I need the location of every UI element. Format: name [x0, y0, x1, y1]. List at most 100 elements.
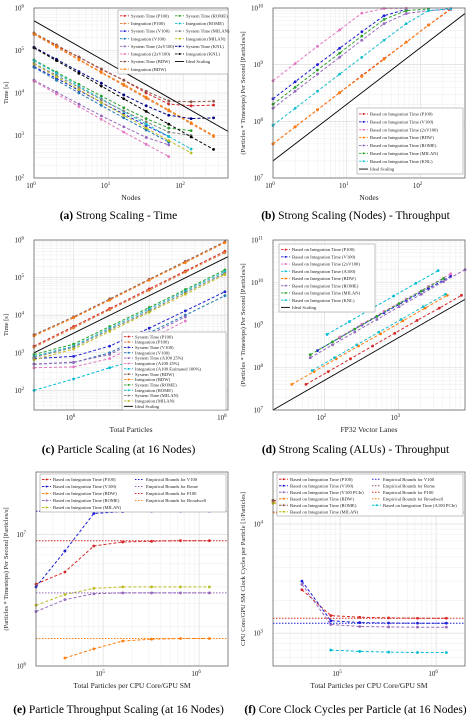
chart-panel-c: 106 108 102 103 104 105 106 Total Particles Time…: [0, 232, 237, 464]
legend-item: System Time (V100): [120, 29, 170, 34]
series-line: [33, 33, 214, 136]
data-point: [108, 308, 112, 312]
y-axis-label: Time [s]: [3, 82, 10, 104]
legend-item: Integration (BDW): [120, 67, 167, 72]
legend-label: Based on Integration Time (MILAN): [292, 291, 361, 296]
legend-label: Based on Integration Time (BDW): [370, 135, 434, 140]
data-point: [414, 281, 418, 285]
data-point: [300, 579, 304, 583]
data-point: [308, 353, 312, 357]
y-tick-label: 107: [254, 175, 264, 183]
legend-label: Based on Integration Time (2xV100): [370, 127, 438, 132]
data-point: [421, 305, 425, 309]
data-point: [189, 100, 193, 104]
chart-strong-scaling-throughput: 100 101 102 107 108 109 1010 Nodes (Particles * …: [240, 5, 466, 202]
data-point: [300, 582, 304, 586]
y-tick-label: 107: [17, 531, 27, 539]
chart-panel-d: 102 103 107 108 109 1010 1011 FP32 Vector Lanes…: [237, 232, 474, 464]
data-point: [207, 637, 211, 640]
legend-item: System Time (BDW): [120, 59, 171, 64]
data-point: [460, 293, 463, 297]
data-point: [55, 75, 58, 79]
legend-item: Integration (2xV100): [120, 52, 171, 57]
data-point: [397, 302, 401, 305]
legend-label: Ideal Scaling: [186, 59, 211, 64]
chart-particle-throughput: 105 106 106 107 Total Particles per CPU Core…: [3, 471, 229, 690]
data-point: [122, 78, 126, 82]
data-point: [122, 97, 126, 101]
data-point: [72, 365, 75, 369]
data-point: [122, 106, 126, 110]
legend-label: Based on Integration Time (2xV100): [292, 262, 360, 267]
data-point: [144, 104, 148, 108]
series-group: [32, 20, 229, 158]
series-line: [33, 241, 226, 336]
data-point: [293, 106, 297, 110]
series-line: [272, 8, 429, 105]
legend-label: Integration (KNL): [186, 52, 220, 57]
data-point: [55, 71, 58, 75]
x-tick-label: 102: [413, 182, 423, 190]
data-point: [183, 319, 187, 323]
data-point: [144, 120, 148, 124]
y-tick-label: 106: [15, 237, 25, 245]
legend-label: System Time (P100): [135, 334, 173, 339]
chart-clock-cycles: 105 106 103 104 Total Particles per CPU Core…: [240, 471, 466, 690]
legend-label: Ideal Scaling: [370, 167, 395, 172]
legend: Based on Integration Time (P100) Based on…: [278, 243, 376, 313]
legend-label: Integration (MILAN): [186, 36, 226, 41]
series-14: [33, 20, 229, 132]
data-point: [144, 122, 148, 126]
chart-strong-scaling-time: 100 101 102 102 103 104 105 106 Nodes Time [s] Sys…: [3, 5, 230, 203]
legend-item: Integration (ROME): [175, 21, 224, 26]
data-point: [77, 88, 81, 92]
data-point: [77, 71, 81, 75]
legend-label: Integration (V100): [135, 350, 170, 355]
legend-item: Based on Integration Time (ROME): [42, 498, 120, 503]
legend-item: Based on Integration Time (BDW): [359, 135, 434, 140]
data-point: [121, 585, 125, 589]
data-point: [183, 292, 187, 296]
legend-label: Based on Integration Time (V100): [290, 483, 354, 488]
chart-panel-a: 100 101 102 102 103 104 105 106 Nodes Time [s] Sys…: [0, 0, 237, 232]
data-point: [121, 639, 125, 643]
x-tick-label: 106: [428, 670, 438, 678]
data-point: [183, 270, 187, 274]
data-point: [382, 14, 386, 18]
data-point: [404, 9, 408, 12]
series-line: [33, 252, 226, 348]
data-point: [150, 585, 153, 589]
x-tick-label: 100: [265, 182, 275, 190]
data-point: [375, 318, 379, 321]
y-tick-label: 102: [15, 175, 25, 183]
data-point: [189, 135, 193, 139]
legend-item: Ideal Scaling: [124, 404, 160, 409]
data-point: [360, 75, 364, 78]
y-tick-label: 104: [254, 521, 264, 529]
legend-label: Based on Integration Time (BDW): [292, 276, 356, 281]
x-axis-label: Total Particles: [109, 425, 152, 434]
data-point: [144, 136, 148, 139]
y-tick-label: 102: [15, 387, 25, 395]
legend-label: Based on Integration Time (A100): [292, 269, 356, 274]
data-point: [167, 143, 171, 147]
legend-item: Based on Integration Time (MILAN): [279, 509, 359, 514]
data-point: [77, 86, 81, 89]
series-13: [33, 256, 229, 354]
data-point: [293, 62, 297, 65]
series-line: [33, 62, 192, 136]
legend-item: System Time (V100): [124, 345, 174, 350]
data-point: [355, 343, 359, 347]
legend-item: Based on Integration Time (2xV100): [359, 127, 438, 132]
x-tick-label: 108: [217, 414, 227, 422]
legend-label: System Time (BDW): [135, 372, 175, 377]
legend-item: Based on Integration Time (A100): [281, 269, 356, 274]
data-point: [122, 109, 126, 113]
data-point: [167, 139, 171, 142]
series-1: [32, 251, 227, 349]
legend-label: Integration (V100): [131, 36, 166, 41]
axis-frame: [33, 7, 229, 179]
legend-label: System Time (2xV100): [131, 44, 175, 49]
legend-item: Based on Integration Time (ROME): [359, 143, 437, 148]
data-point: [404, 12, 408, 15]
